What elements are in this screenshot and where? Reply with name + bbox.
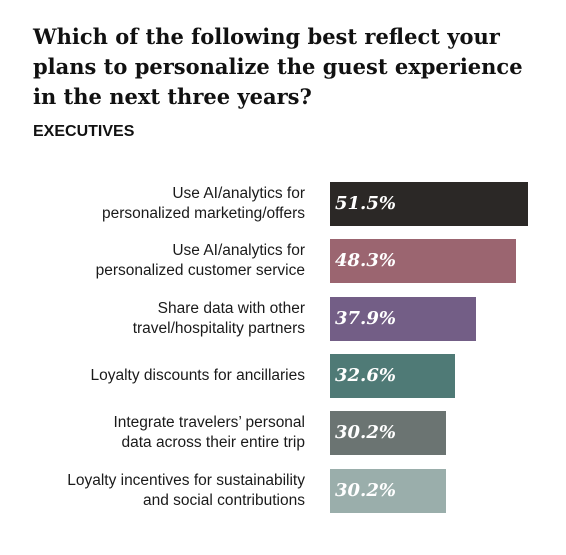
value-label: 32.6% <box>335 364 396 386</box>
value-label: 37.9% <box>335 307 396 329</box>
category-label: Share data with other travel/hospitality… <box>132 299 305 337</box>
value-label: 30.2% <box>335 422 396 444</box>
bar: 30.2% <box>330 468 447 513</box>
bar: 51.5% <box>330 182 528 226</box>
value-label: 51.5% <box>335 193 396 214</box>
bar: 37.9% <box>330 296 476 341</box>
chart-title: Which of the following best reflect your… <box>33 24 523 109</box>
category-label: Integrate travelers’ personal data acros… <box>113 414 305 452</box>
category-label: Use AI/analytics for personalized custom… <box>95 242 305 280</box>
value-label: 48.3% <box>335 250 396 272</box>
category-label: Use AI/analytics for personalized market… <box>101 185 305 222</box>
value-label: 30.2% <box>335 479 396 501</box>
bar: 32.6% <box>330 353 456 398</box>
category-label: Loyalty discounts for ancillaries <box>90 366 305 384</box>
bar: 30.2% <box>330 411 447 456</box>
chart-subtitle: EXECUTIVES <box>33 123 135 140</box>
category-label: Loyalty incentives for sustainability an… <box>67 471 305 509</box>
bar: 48.3% <box>330 239 516 284</box>
